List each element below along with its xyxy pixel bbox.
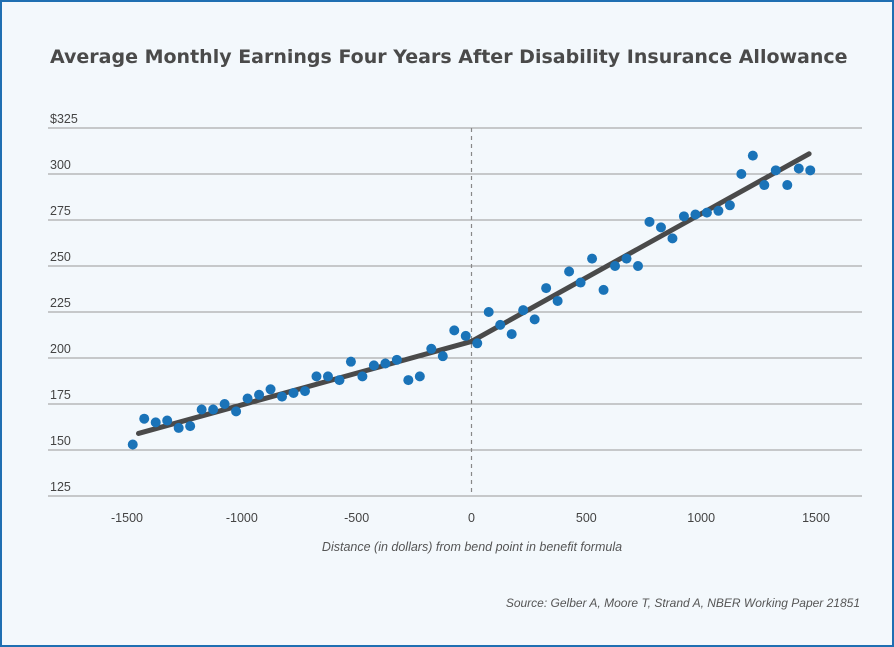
- data-point: [414, 371, 425, 382]
- data-point: [782, 180, 793, 191]
- data-point: [552, 295, 563, 306]
- data-point: [633, 261, 644, 271]
- y-tick-label: 225: [50, 296, 71, 310]
- data-point: [713, 205, 724, 216]
- data-point: [322, 371, 333, 382]
- data-point: [196, 404, 207, 415]
- data-point: [805, 165, 816, 176]
- y-tick-label: 175: [50, 388, 71, 402]
- x-tick-label: 1000: [687, 511, 715, 525]
- x-tick-label: -500: [344, 511, 369, 525]
- data-point: [162, 415, 173, 426]
- data-point: [690, 209, 701, 220]
- x-axis-label: Distance (in dollars) from bend point in…: [322, 540, 622, 554]
- data-point: [587, 253, 598, 264]
- data-point: [219, 399, 230, 409]
- x-tick-labels: -1500 -1000 -500 0 500 1000 1500: [111, 511, 830, 525]
- data-point: [311, 371, 322, 382]
- data-point: [793, 163, 804, 174]
- data-point: [380, 358, 391, 369]
- data-point: [345, 356, 356, 367]
- data-point: [759, 180, 770, 191]
- data-point: [288, 387, 299, 398]
- data-point: [621, 253, 632, 264]
- data-point: [299, 386, 310, 397]
- data-point: [678, 211, 689, 222]
- data-point: [368, 360, 379, 371]
- data-point: [208, 404, 219, 415]
- y-tick-label: 125: [50, 480, 71, 494]
- x-tick-label: -1500: [111, 511, 143, 525]
- x-tick-label: -1000: [226, 511, 258, 525]
- data-point: [495, 319, 506, 330]
- data-point: [472, 338, 483, 349]
- data-point: [127, 439, 138, 450]
- data-point: [506, 329, 517, 340]
- data-point: [483, 307, 494, 317]
- x-tick-label: 0: [468, 511, 475, 525]
- data-point: [150, 417, 161, 428]
- data-point: [655, 222, 666, 233]
- data-point: [231, 406, 242, 417]
- data-point: [575, 277, 586, 288]
- y-tick-label: 275: [50, 204, 71, 218]
- y-tick-label: 150: [50, 434, 71, 448]
- data-point: [185, 421, 196, 432]
- data-point: [724, 200, 735, 211]
- grid-lines: [48, 127, 862, 497]
- chart-title: Average Monthly Earnings Four Years Afte…: [50, 46, 848, 68]
- data-point: [139, 413, 150, 424]
- data-point: [334, 375, 345, 386]
- data-point: [173, 422, 184, 433]
- y-tick-labels: 125 150 175 200 225 250 275 300 $325: [50, 112, 78, 494]
- data-point: [357, 371, 368, 382]
- data-point: [598, 284, 609, 295]
- x-tick-label: 1500: [802, 511, 830, 525]
- y-tick-label: 250: [50, 250, 71, 264]
- data-point: [736, 169, 747, 179]
- data-point: [610, 261, 621, 271]
- data-point: [403, 375, 414, 386]
- data-point: [770, 165, 781, 176]
- y-tick-label: 300: [50, 158, 71, 172]
- data-point: [541, 283, 552, 294]
- data-point: [426, 343, 437, 354]
- y-tick-label: 200: [50, 342, 71, 356]
- data-point: [437, 351, 448, 362]
- data-point: [644, 216, 655, 227]
- data-point: [747, 150, 758, 161]
- data-point: [254, 389, 265, 400]
- y-tick-label: $325: [50, 112, 78, 126]
- data-point: [518, 305, 529, 316]
- data-point: [449, 325, 460, 336]
- fit-lines: [135, 151, 812, 436]
- data-point: [667, 233, 678, 244]
- data-point: [265, 384, 276, 395]
- data-point: [460, 330, 471, 341]
- data-point: [529, 314, 540, 325]
- data-point: [277, 391, 288, 402]
- data-point: [564, 266, 575, 277]
- x-tick-label: 500: [576, 511, 597, 525]
- source-note: Source: Gelber A, Moore T, Strand A, NBE…: [506, 596, 860, 610]
- data-point: [391, 354, 402, 365]
- data-point: [701, 207, 712, 218]
- data-points: [127, 150, 816, 450]
- data-point: [242, 393, 253, 404]
